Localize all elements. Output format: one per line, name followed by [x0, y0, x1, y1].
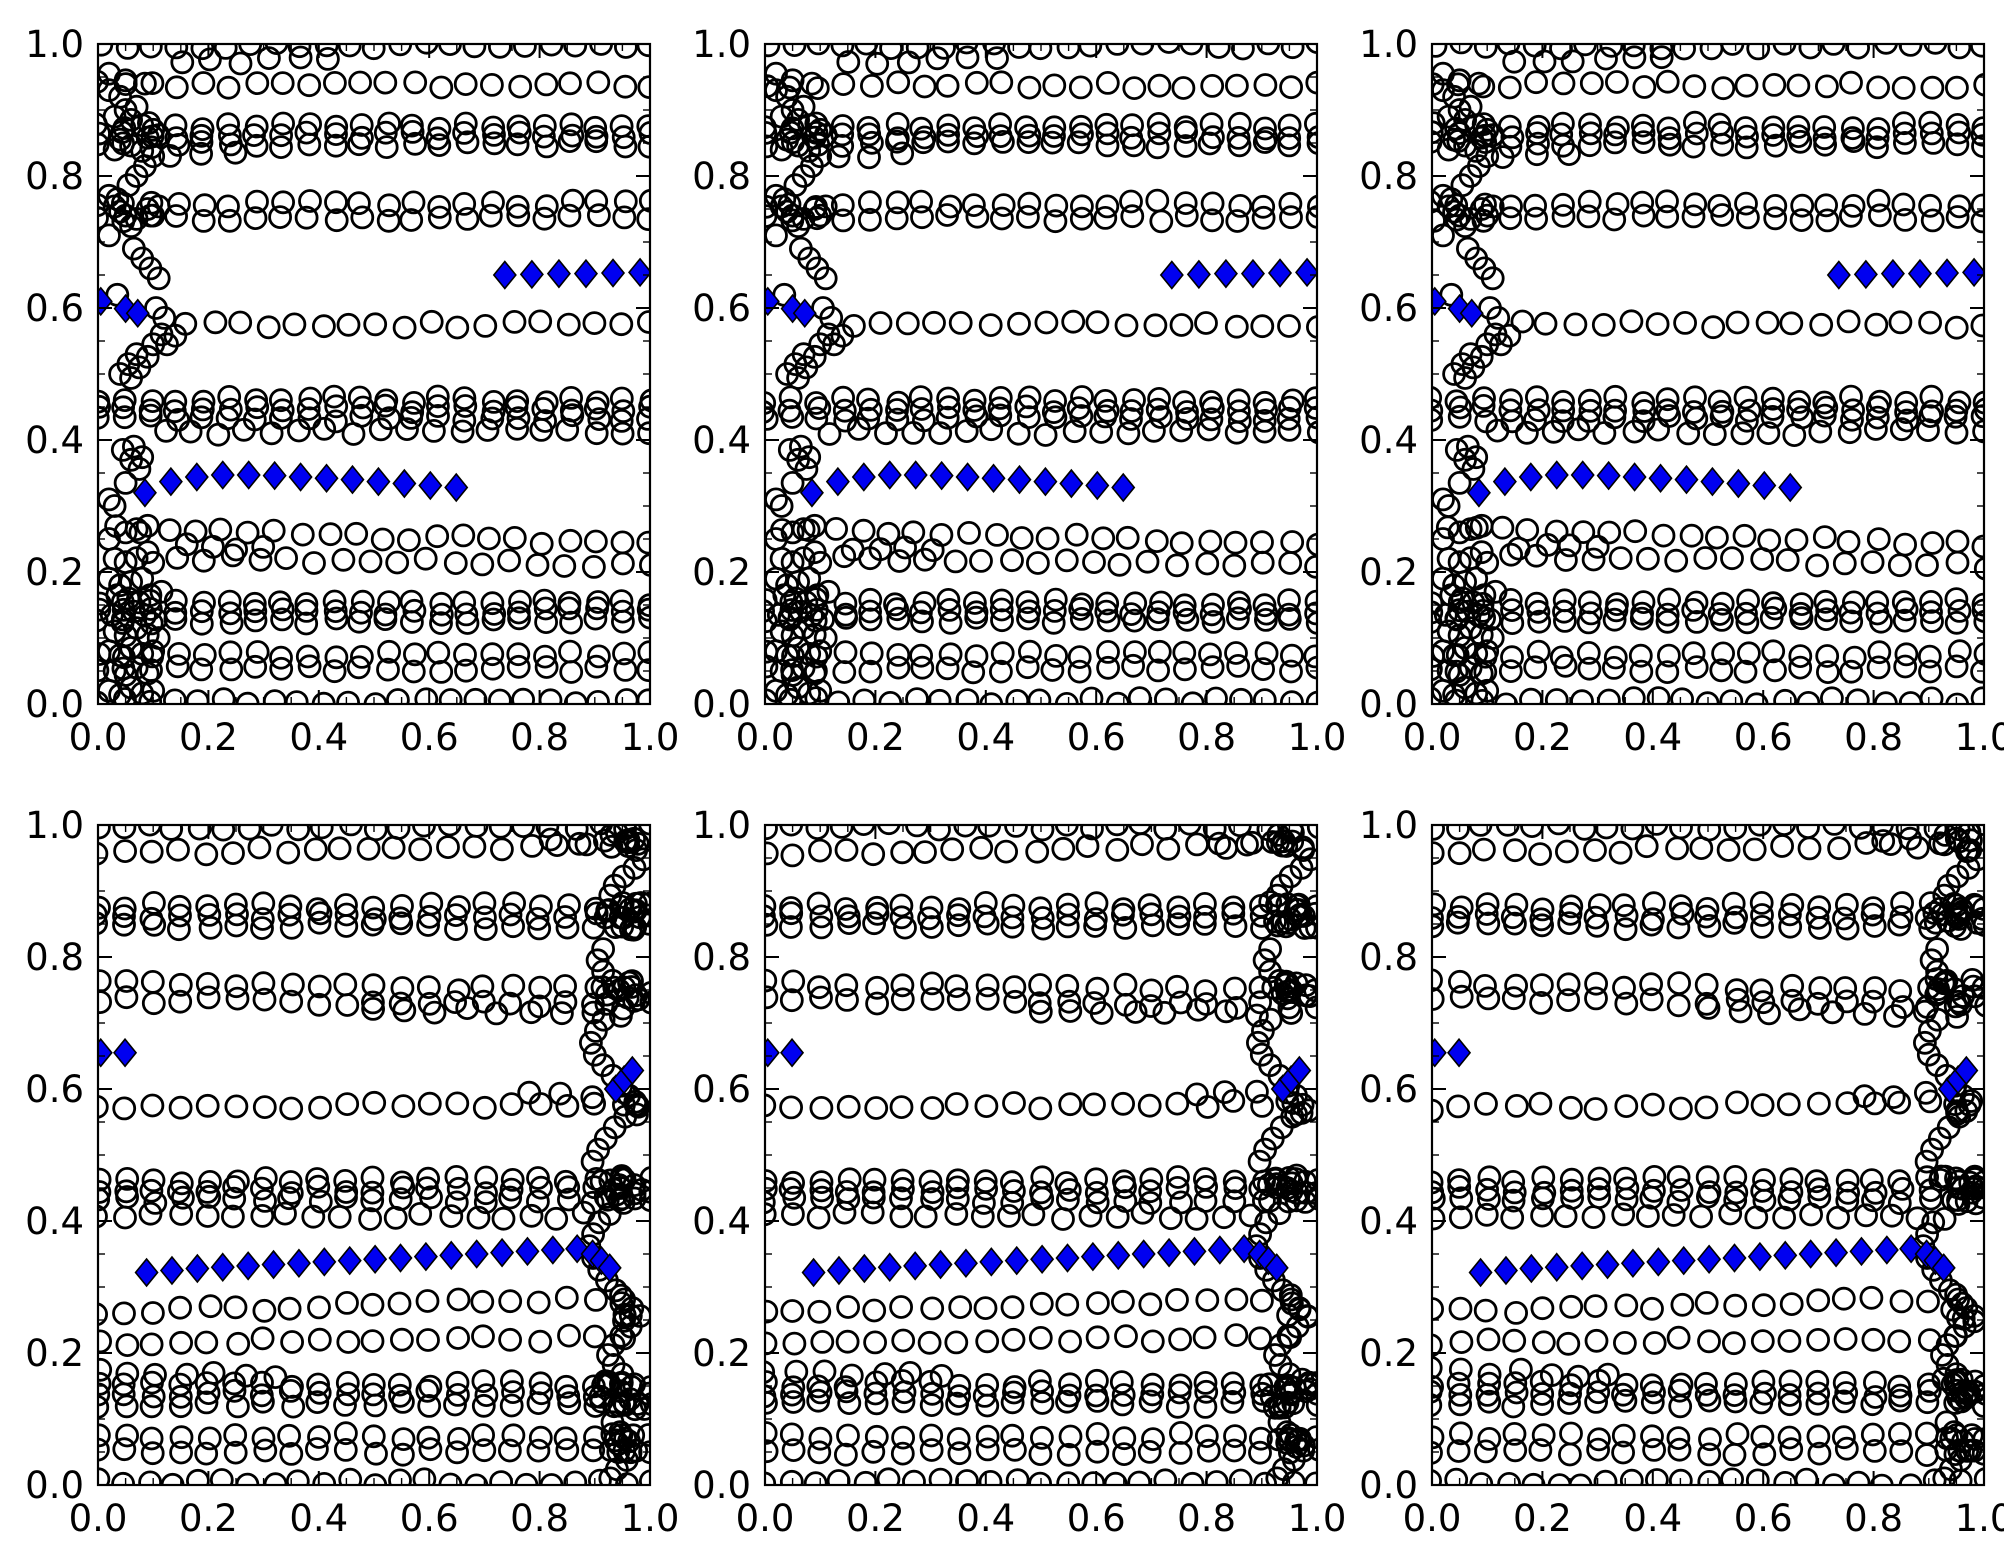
y-tick-label: 0.6 — [1359, 1068, 1418, 1111]
x-tick-label: 0.8 — [1177, 716, 1236, 759]
x-tick-label: 1.0 — [1288, 716, 1347, 759]
y-tick-label: 1.0 — [1359, 23, 1418, 66]
x-tick-label: 0.2 — [1513, 1497, 1572, 1540]
y-tick-label: 0.0 — [692, 1464, 751, 1507]
diamond-series — [98, 257, 650, 508]
subplot-r0c2: 0.00.0 0.2 0.2 0.4 0.4 0.6 0.6 0.8 0.8 1.0 1.0 — [1359, 23, 2004, 759]
y-tick-label: 0.0 — [25, 1464, 84, 1507]
x-tick-label: 0.4 — [289, 1497, 348, 1540]
y-tick-label: 0.4 — [1359, 419, 1418, 462]
y-tick-label: 0.2 — [692, 551, 751, 594]
x-tick-label: 1.0 — [1955, 1497, 2004, 1540]
x-tick-label: 0.6 — [1067, 1497, 1126, 1540]
x-tick-label: 0.8 — [510, 1497, 569, 1540]
x-tick-label: 1.0 — [621, 1497, 680, 1540]
y-tick-label: 0.6 — [692, 1068, 751, 1111]
y-tick-label: 1.0 — [692, 23, 751, 66]
y-tick-label: 0.8 — [692, 155, 751, 198]
y-tick-label: 0.6 — [25, 1068, 84, 1111]
y-tick-label: 0.6 — [692, 287, 751, 330]
axis-ticks — [764, 824, 1318, 1486]
axis-ticks — [97, 43, 651, 705]
subplot-r1c0: 0.00.0 0.2 0.2 0.4 0.4 0.6 0.6 0.8 0.8 1.0 1.0 — [25, 804, 679, 1540]
y-tick-label: 0.6 — [25, 287, 84, 330]
diamond-series — [98, 1037, 645, 1288]
y-tick-label: 0.8 — [1359, 155, 1418, 198]
subplot-r1c1: 0.00.0 0.2 0.2 0.4 0.4 0.6 0.6 0.8 0.8 1.0 1.0 — [692, 804, 1346, 1540]
y-tick-label: 0.2 — [25, 1332, 84, 1375]
y-tick-label: 0.0 — [25, 683, 84, 726]
diamond-series — [1432, 1037, 1979, 1288]
y-tick-label: 1.0 — [1359, 804, 1418, 847]
y-tick-label: 0.4 — [25, 419, 84, 462]
x-tick-label: 0.4 — [289, 716, 348, 759]
y-tick-label: 1.0 — [692, 804, 751, 847]
diamond-series — [765, 257, 1317, 508]
y-tick-label: 0.0 — [1359, 1464, 1418, 1507]
x-tick-label: 0.6 — [400, 1497, 459, 1540]
subplot-r0c1: 0.00.0 0.2 0.2 0.4 0.4 0.6 0.6 0.8 0.8 1.0 1.0 — [692, 23, 1346, 759]
x-tick-label: 0.0 — [1403, 1497, 1462, 1540]
y-tick-label: 0.8 — [692, 936, 751, 979]
y-tick-label: 1.0 — [25, 23, 84, 66]
diamond-series — [765, 1037, 1312, 1288]
axis-ticks — [1431, 43, 1985, 705]
y-tick-label: 1.0 — [25, 804, 84, 847]
y-tick-label: 0.0 — [1359, 683, 1418, 726]
x-tick-label: 0.2 — [846, 716, 905, 759]
x-tick-label: 0.0 — [736, 716, 795, 759]
x-tick-label: 0.2 — [179, 716, 238, 759]
x-tick-label: 0.0 — [69, 716, 128, 759]
y-tick-label: 0.2 — [1359, 551, 1418, 594]
x-tick-label: 0.4 — [956, 716, 1015, 759]
x-tick-label: 0.8 — [1177, 1497, 1236, 1540]
x-tick-label: 0.8 — [1844, 1497, 1903, 1540]
circle-series — [765, 44, 1317, 704]
y-tick-label: 0.4 — [692, 419, 751, 462]
y-tick-label: 0.0 — [692, 683, 751, 726]
y-tick-label: 0.8 — [25, 155, 84, 198]
x-tick-label: 0.4 — [956, 1497, 1015, 1540]
x-tick-label: 0.2 — [179, 1497, 238, 1540]
subplot-r1c2: 0.00.0 0.2 0.2 0.4 0.4 0.6 0.6 0.8 0.8 1.0 1.0 — [1359, 804, 2004, 1540]
x-tick-label: 0.0 — [1403, 716, 1462, 759]
x-tick-label: 0.4 — [1623, 716, 1682, 759]
axis-ticks — [1431, 824, 1985, 1486]
x-tick-label: 0.6 — [1734, 716, 1793, 759]
circle-series — [98, 44, 650, 704]
subplot-r0c0: 0.00.0 0.2 0.2 0.4 0.4 0.6 0.6 0.8 0.8 1.0 1.0 — [25, 23, 679, 759]
axis-ticks — [97, 824, 651, 1486]
circle-series — [765, 825, 1317, 1485]
x-tick-label: 0.8 — [510, 716, 569, 759]
x-tick-label: 0.0 — [69, 1497, 128, 1540]
circle-series — [1432, 825, 1984, 1485]
y-tick-label: 0.4 — [1359, 1200, 1418, 1243]
x-tick-label: 0.4 — [1623, 1497, 1682, 1540]
diamond-series — [1432, 257, 1984, 508]
x-tick-label: 0.8 — [1844, 716, 1903, 759]
y-tick-label: 0.2 — [25, 551, 84, 594]
x-tick-label: 1.0 — [621, 716, 680, 759]
x-tick-label: 1.0 — [1288, 1497, 1347, 1540]
y-tick-label: 0.8 — [1359, 936, 1418, 979]
x-tick-label: 0.6 — [1067, 716, 1126, 759]
axis-ticks — [764, 43, 1318, 705]
x-tick-label: 0.2 — [1513, 716, 1572, 759]
y-tick-label: 0.2 — [1359, 1332, 1418, 1375]
y-tick-label: 0.2 — [692, 1332, 751, 1375]
x-tick-label: 0.2 — [846, 1497, 905, 1540]
x-tick-label: 0.6 — [1734, 1497, 1793, 1540]
circle-series — [98, 825, 650, 1485]
y-tick-label: 0.6 — [1359, 287, 1418, 330]
circle-series — [1432, 44, 1984, 704]
x-tick-label: 0.6 — [400, 716, 459, 759]
x-tick-label: 1.0 — [1955, 716, 2004, 759]
y-tick-label: 0.4 — [25, 1200, 84, 1243]
x-tick-label: 0.0 — [736, 1497, 795, 1540]
y-tick-label: 0.8 — [25, 936, 84, 979]
y-tick-label: 0.4 — [692, 1200, 751, 1243]
